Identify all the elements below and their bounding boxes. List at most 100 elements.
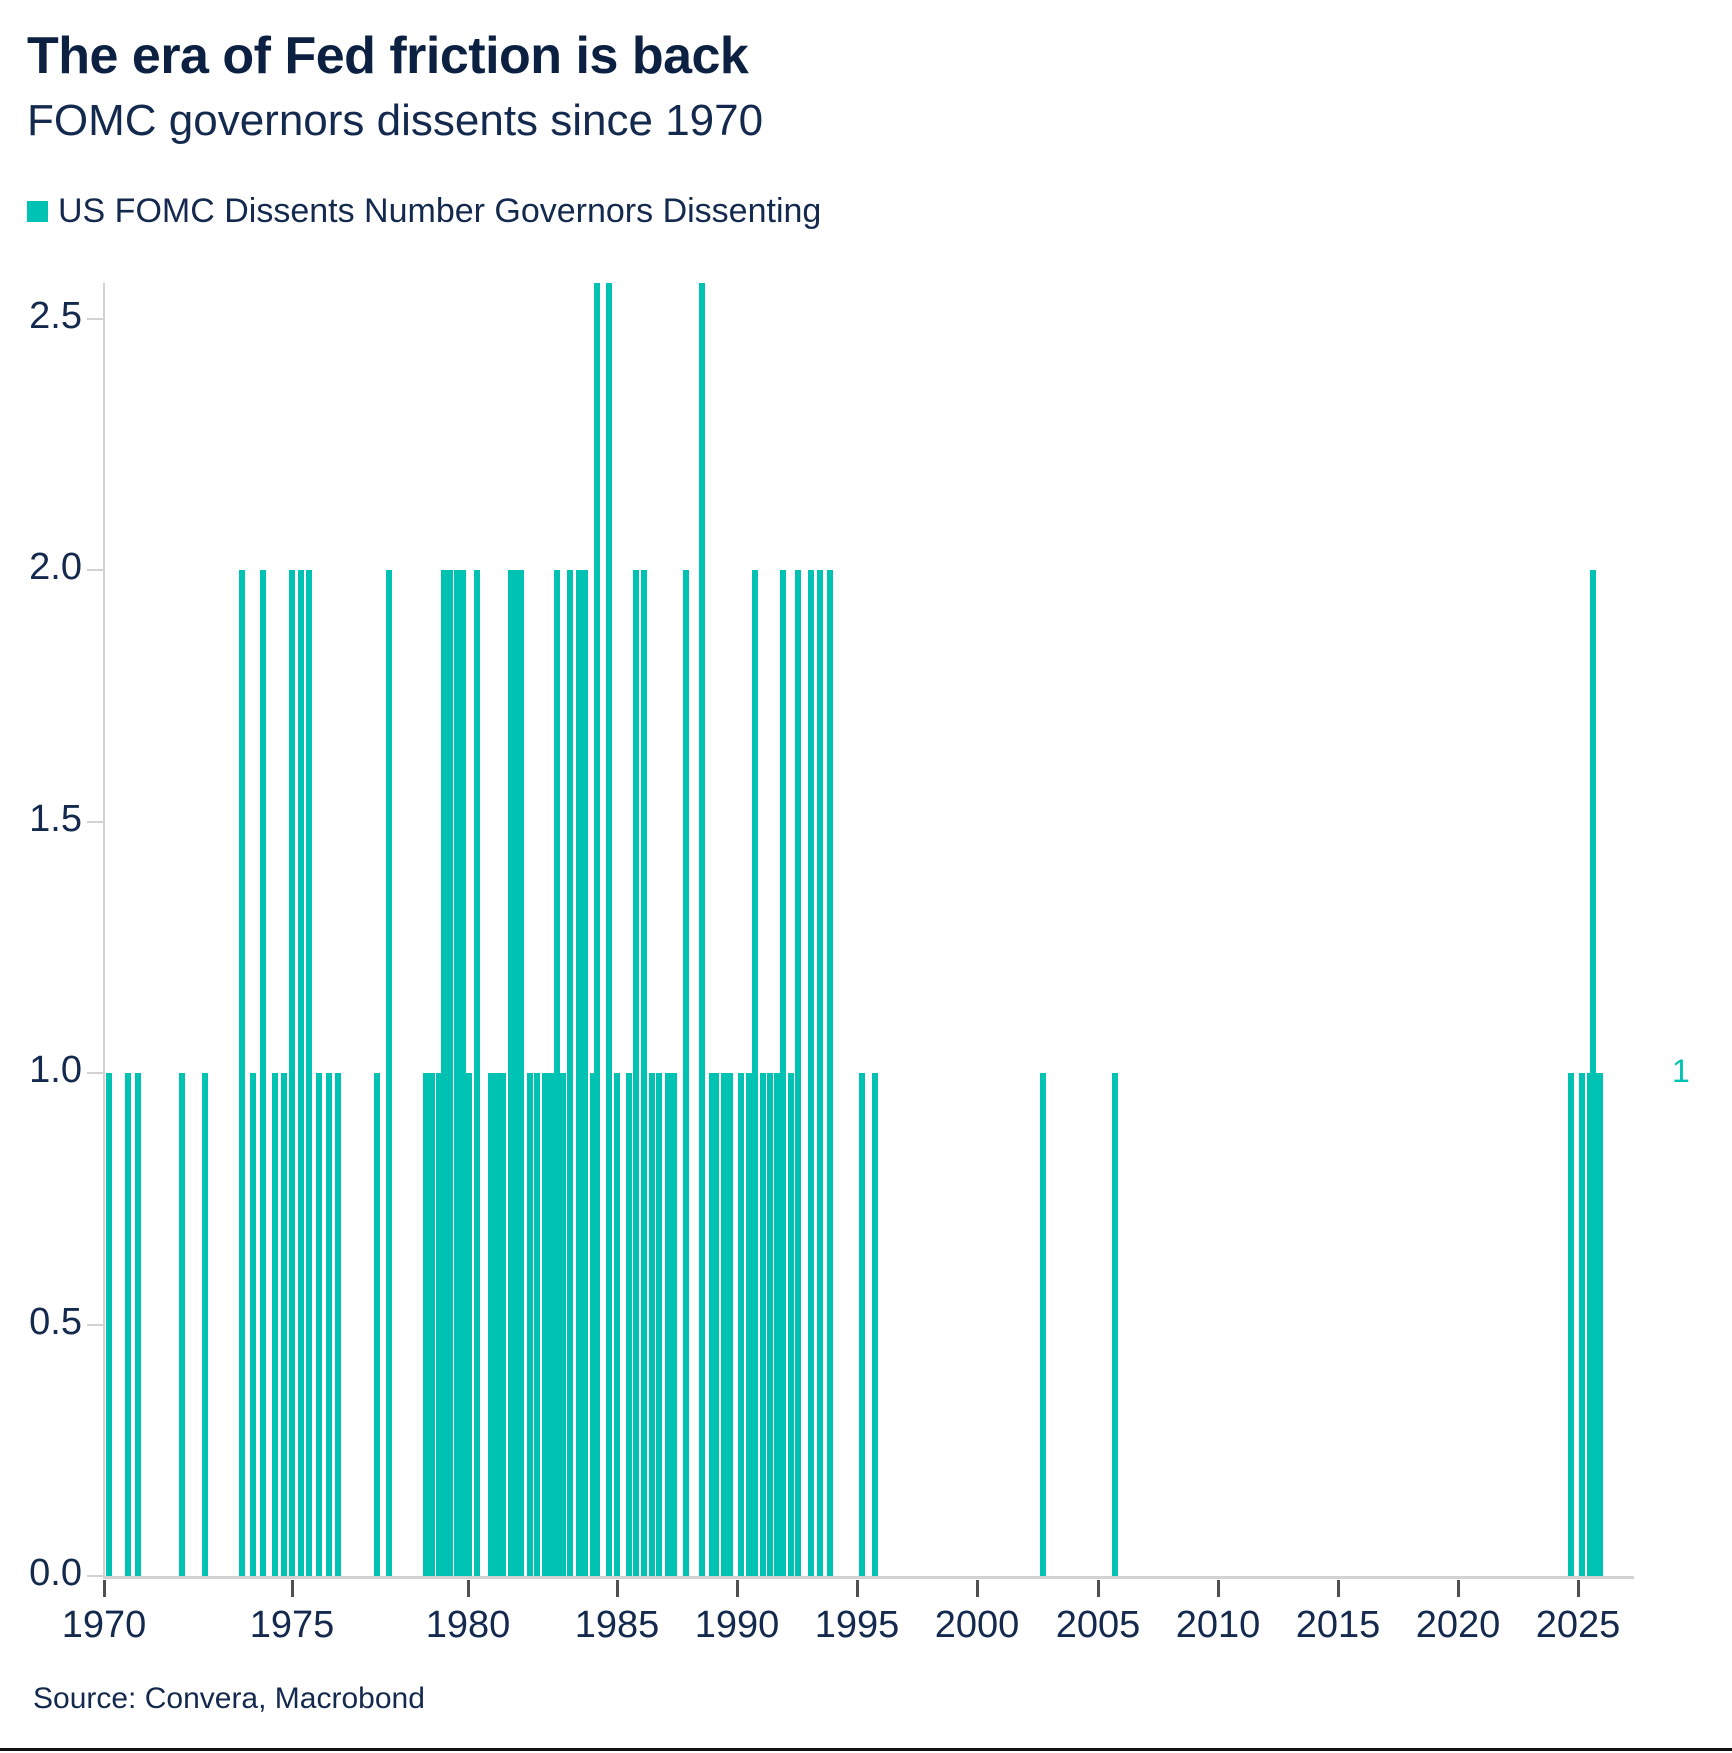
dissent-bar — [709, 1073, 715, 1576]
dissent-bar — [335, 1073, 341, 1576]
x-tick-label: 2005 — [1055, 1604, 1141, 1646]
x-tick-mark — [1457, 1580, 1460, 1597]
y-tick-label: 0.5 — [29, 1301, 82, 1343]
dissent-bar — [1597, 1073, 1603, 1576]
dissent-bar — [202, 1073, 208, 1576]
dissent-bar — [594, 283, 600, 1576]
dissent-bar — [260, 570, 266, 1576]
x-tick-mark — [1577, 1580, 1580, 1597]
dissent-bar — [683, 570, 689, 1576]
dissent-bar — [429, 1073, 435, 1576]
x-tick-mark — [103, 1580, 106, 1597]
dissent-bar — [614, 1073, 620, 1576]
dissent-bar — [125, 1073, 131, 1576]
y-tick-label: 1.0 — [29, 1049, 82, 1091]
dissent-bar — [1579, 1073, 1585, 1576]
y-tick-mark — [87, 318, 104, 320]
dissent-bar — [767, 1073, 773, 1576]
y-axis-line — [103, 283, 105, 1576]
dissent-bar — [582, 570, 588, 1576]
dissent-bar — [780, 570, 786, 1576]
y-tick-mark — [87, 1575, 104, 1577]
dissent-bar — [633, 570, 639, 1576]
x-tick-mark — [1337, 1580, 1340, 1597]
dissent-bar — [1568, 1073, 1574, 1576]
source-note: Source: Convera, Macrobond — [33, 1682, 425, 1715]
legend-label: US FOMC Dissents Number Governors Dissen… — [58, 192, 822, 230]
series-end-value-label: 1 — [1672, 1053, 1690, 1089]
dissent-bar — [239, 570, 245, 1576]
dissent-bar — [656, 1073, 662, 1576]
dissent-bar — [454, 570, 460, 1576]
dissent-bar — [374, 1073, 380, 1576]
dissent-bar — [447, 570, 453, 1576]
dissent-bar — [289, 570, 295, 1576]
x-tick-label: 1970 — [61, 1604, 147, 1646]
legend-swatch-icon — [27, 201, 48, 222]
dissent-bar — [671, 1073, 677, 1576]
dissent-bar — [548, 1073, 554, 1576]
x-tick-mark — [976, 1580, 979, 1597]
dissent-bar — [795, 570, 801, 1576]
dissent-bar — [1040, 1073, 1046, 1576]
dissent-bar — [466, 1073, 472, 1576]
dissent-bar — [649, 1073, 655, 1576]
x-tick-label: 2020 — [1415, 1604, 1501, 1646]
dissent-bar — [1590, 570, 1596, 1576]
dissent-bar — [626, 1073, 632, 1576]
x-tick-label: 2015 — [1295, 1604, 1381, 1646]
dissent-bar — [606, 283, 612, 1576]
dissent-bar — [386, 570, 392, 1576]
dissent-bar — [752, 570, 758, 1576]
y-tick-mark — [87, 821, 104, 823]
y-tick-label: 1.5 — [29, 798, 82, 840]
dissent-bar — [808, 570, 814, 1576]
y-tick-mark — [87, 1324, 104, 1326]
dissent-bar — [534, 1073, 540, 1576]
x-axis-line — [103, 1576, 1634, 1579]
page-title: The era of Fed friction is back — [27, 27, 749, 85]
x-tick-label: 1980 — [425, 1604, 511, 1646]
dissent-bar — [774, 1073, 780, 1576]
dissent-bar — [494, 1073, 500, 1576]
dissent-bar — [713, 1073, 719, 1576]
dissent-bar — [872, 1073, 878, 1576]
dissent-bar — [441, 570, 447, 1576]
x-tick-mark — [467, 1580, 470, 1597]
x-tick-label: 2025 — [1535, 1604, 1621, 1646]
dissent-bar — [250, 1073, 256, 1576]
x-tick-mark — [736, 1580, 739, 1597]
dissent-bar — [721, 1073, 727, 1576]
dissent-bar — [179, 1073, 185, 1576]
dissent-bar — [590, 1073, 596, 1576]
dissent-bar — [641, 570, 647, 1576]
dissent-bar — [298, 570, 304, 1576]
dissent-bar — [272, 1073, 278, 1576]
bottom-rule — [0, 1748, 1732, 1751]
x-tick-label: 2010 — [1175, 1604, 1261, 1646]
dissent-bar — [746, 1073, 752, 1576]
dissent-bar — [326, 1073, 332, 1576]
dissent-bar — [423, 1073, 429, 1576]
dissent-bar — [760, 1073, 766, 1576]
dissent-bar — [316, 1073, 322, 1576]
dissent-bar — [576, 570, 582, 1576]
dissent-bar — [281, 1073, 287, 1576]
dissent-bar — [554, 570, 560, 1576]
dissent-bar — [508, 570, 514, 1576]
dissent-bar — [738, 1073, 744, 1576]
x-tick-label: 1975 — [249, 1604, 335, 1646]
x-tick-label: 1990 — [694, 1604, 780, 1646]
dissent-bar — [817, 570, 823, 1576]
dissent-bar — [560, 1073, 566, 1576]
dissent-bar — [567, 570, 573, 1576]
x-tick-mark — [856, 1580, 859, 1597]
dissent-bar — [1112, 1073, 1118, 1576]
dissent-bar — [788, 1073, 794, 1576]
dissent-bar — [699, 283, 705, 1576]
dissent-bar — [542, 1073, 548, 1576]
y-tick-label: 0.0 — [29, 1552, 82, 1594]
dissent-bar — [827, 570, 833, 1576]
dissent-bar — [859, 1073, 865, 1576]
